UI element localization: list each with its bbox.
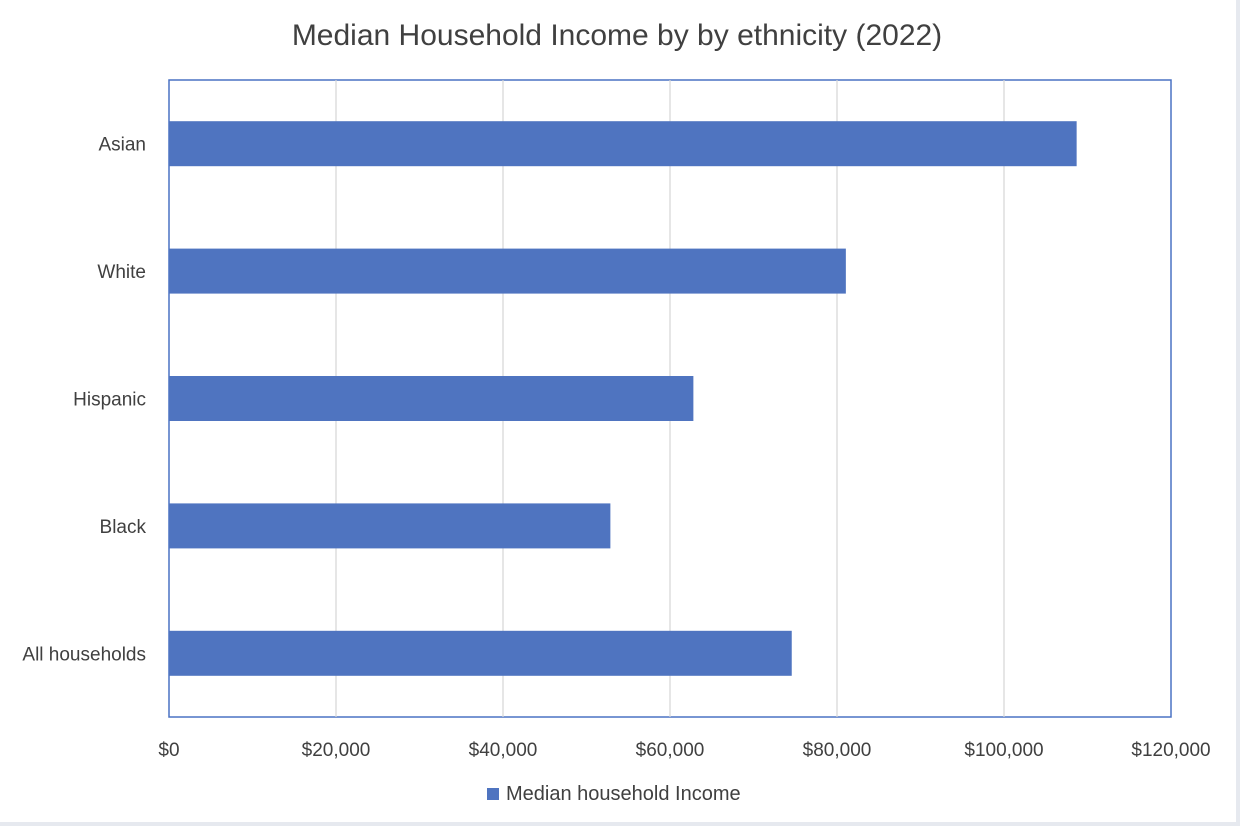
category-label: Asian <box>98 135 146 156</box>
legend: Median household Income <box>487 783 741 805</box>
x-tick-label: $0 <box>158 740 179 761</box>
bar <box>169 376 694 421</box>
legend-label: Median household Income <box>506 783 741 805</box>
x-tick-label: $40,000 <box>469 740 538 761</box>
category-label: White <box>97 262 146 283</box>
category-label: Hispanic <box>73 390 146 411</box>
x-tick-label: $60,000 <box>636 740 705 761</box>
x-tick-label: $120,000 <box>1131 740 1210 761</box>
frame-edge-right <box>1236 0 1240 826</box>
chart-title: Median Household Income by by ethnicity … <box>292 19 942 52</box>
bars <box>169 121 1077 676</box>
x-tick-labels: $0 $20,000 $40,000 $60,000 $80,000 $100,000 $1… <box>158 740 1210 761</box>
bar <box>169 503 611 549</box>
x-tick-label: $80,000 <box>803 740 872 761</box>
category-label: Black <box>100 517 147 538</box>
category-label: All households <box>22 644 146 665</box>
frame-edge-bottom <box>0 822 1240 826</box>
bar <box>169 248 846 294</box>
x-tick-label: $20,000 <box>302 740 371 761</box>
legend-swatch <box>487 788 499 800</box>
category-labels: Asian White Hispanic Black All households <box>22 135 146 666</box>
bar <box>169 121 1077 167</box>
x-tick-label: $100,000 <box>964 740 1043 761</box>
bar <box>169 630 792 676</box>
